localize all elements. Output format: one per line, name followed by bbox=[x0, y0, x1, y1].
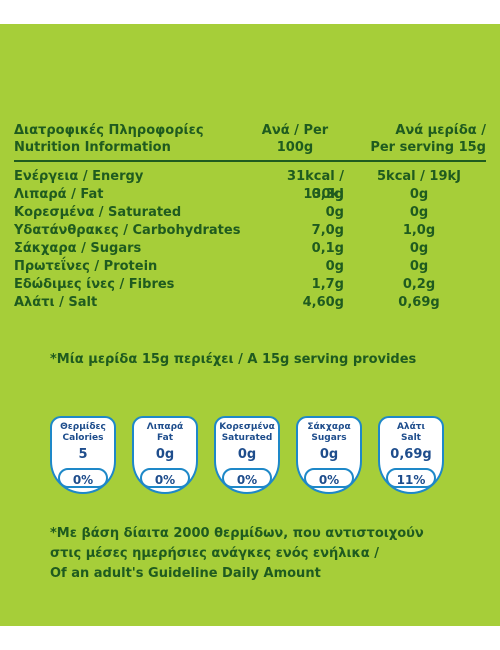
badge-percent: 0% bbox=[304, 468, 354, 488]
table-row: Αλάτι / Salt 4,60g 0,69g bbox=[14, 295, 440, 310]
badge-value: 5 bbox=[78, 447, 88, 462]
header-col-per-serving: Ανά μερίδα / Per serving 15g bbox=[370, 123, 486, 155]
badge-sugars: Σάκχαρα Sugars 0g 0% bbox=[296, 416, 362, 494]
footnote: *Με βάση δίαιτα 2000 θερμίδων, που αντισ… bbox=[50, 526, 424, 581]
header-col-nutrition: Διατροφικές Πληροφορίες Nutrition Inform… bbox=[14, 123, 204, 155]
badge-percent: 0% bbox=[58, 468, 108, 488]
badge-calories: Θερμίδες Calories 5 0% bbox=[50, 416, 116, 494]
badge-fat: Λιπαρά Fat 0g 0% bbox=[132, 416, 198, 494]
gda-badges: Θερμίδες Calories 5 0% Λιπαρά Fat 0g 0% Κο… bbox=[50, 416, 450, 496]
badge-salt: Αλάτι Salt 0,69g 11% bbox=[378, 416, 444, 494]
nutrition-panel: Διατροφικές Πληροφορίες Nutrition Inform… bbox=[0, 24, 500, 626]
header-col-per100: Ανά / Per 100g bbox=[261, 123, 329, 155]
table-row: Λιπαρά / Fat 0,3g 0g bbox=[14, 187, 429, 202]
badge-percent: 0% bbox=[140, 468, 190, 488]
table-row: Εδώδιμες ίνες / Fibres 1,7g 0,2g bbox=[14, 277, 436, 292]
header-divider bbox=[14, 160, 486, 162]
badge-value: 0,69g bbox=[390, 447, 432, 462]
nutrition-rows: Ενέργεια / Energy 31kcal / 130kJ 5kcal / 1… bbox=[14, 168, 486, 312]
badge-value: 0g bbox=[237, 447, 257, 462]
badge-percent: 11% bbox=[386, 468, 436, 488]
badge-value: 0g bbox=[319, 447, 339, 462]
table-header: Διατροφικές Πληροφορίες Nutrition Inform… bbox=[14, 120, 486, 160]
table-row: Πρωτεΐνες / Protein 0g 0g bbox=[14, 259, 429, 274]
table-row: Ενέργεια / Energy 31kcal / 130kJ 5kcal / 1… bbox=[14, 169, 461, 202]
badge-value: 0g bbox=[155, 447, 175, 462]
badge-percent: 0% bbox=[222, 468, 272, 488]
table-row: Κορεσμένα / Saturated 0g 0g bbox=[14, 205, 429, 220]
table-row: Σάκχαρα / Sugars 0,1g 0g bbox=[14, 241, 429, 256]
badge-saturated: Κορεσμένα Saturated 0g 0% bbox=[214, 416, 280, 494]
table-row: Υδατάνθρακες / Carbohydrates 7,0g 1,0g bbox=[14, 223, 436, 238]
serving-title: *Μία μερίδα 15g περιέχει / A 15g serving… bbox=[50, 352, 417, 367]
